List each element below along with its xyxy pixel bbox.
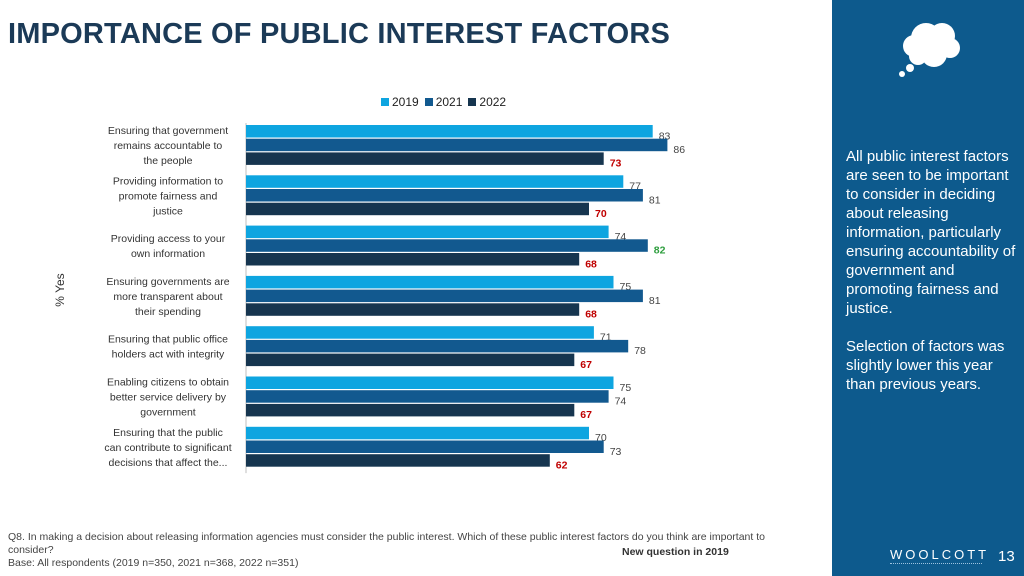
insight-text: All public interest factors are seen to … bbox=[846, 147, 1016, 413]
data-label-2021: 81 bbox=[649, 295, 661, 307]
data-label-2019: 70 bbox=[595, 432, 607, 444]
legend-item-2022: 2022 bbox=[468, 95, 506, 109]
brand-logo: WOOLCOTT bbox=[890, 547, 990, 562]
category-label: Ensuring that public office holders act w… bbox=[108, 334, 228, 361]
side-panel bbox=[832, 0, 1024, 576]
data-label-2021: 74 bbox=[615, 395, 627, 407]
bar-2022 bbox=[246, 353, 575, 367]
bar-2019 bbox=[246, 426, 589, 440]
category-label: Ensuring governments are more transparent… bbox=[106, 276, 229, 318]
brand-tagline-line bbox=[890, 563, 982, 567]
bar-2022 bbox=[246, 253, 580, 266]
category-label: Providing information to promote fairness… bbox=[113, 175, 223, 217]
data-label-2022: 67 bbox=[580, 359, 592, 371]
insight-paragraph-2: Selection of factors was slightly lower … bbox=[846, 338, 1005, 393]
legend-label-2021: 2021 bbox=[435, 95, 463, 109]
bar-2019 bbox=[246, 225, 609, 239]
page-title: IMPORTANCE OF PUBLIC INTEREST FACTORS bbox=[8, 18, 671, 50]
footnote-base: Base: All respondents (2019 n=350, 2021 … bbox=[8, 557, 299, 569]
bar-2021 bbox=[246, 289, 643, 303]
legend-swatch-2021 bbox=[424, 98, 433, 106]
legend-item-2019: 2019 bbox=[381, 95, 419, 109]
data-label-2022: 68 bbox=[585, 258, 597, 270]
insight-paragraph-1: All public interest factors are seen to … bbox=[846, 148, 1016, 317]
category-label: Providing access to your own information bbox=[111, 233, 226, 260]
data-label-2019: 83 bbox=[659, 130, 671, 142]
data-label-2019: 77 bbox=[629, 181, 641, 193]
bar-2022 bbox=[246, 202, 589, 216]
bar-2021 bbox=[246, 390, 609, 403]
bar-2022 bbox=[246, 403, 575, 417]
bar-2021 bbox=[246, 339, 629, 353]
category-label: Ensuring that government remains accounta… bbox=[108, 125, 228, 167]
data-label-2021: 82 bbox=[654, 245, 666, 257]
legend-label-2019: 2019 bbox=[392, 95, 419, 109]
data-label-2022: 70 bbox=[595, 208, 607, 220]
data-label-2021: 86 bbox=[673, 144, 685, 156]
bar-2021 bbox=[246, 138, 668, 152]
category-label: Ensuring that the public can contribute t… bbox=[104, 427, 231, 469]
chart-legend: 2019 2021 2022 bbox=[381, 95, 506, 109]
data-label-2019: 75 bbox=[620, 281, 632, 293]
data-label-2022: 68 bbox=[585, 309, 597, 321]
legend-swatch-2019 bbox=[381, 98, 389, 106]
data-label-2022: 62 bbox=[556, 459, 568, 471]
footnote-question: Q8. In making a decision about releasing… bbox=[8, 531, 765, 556]
thought-cloud-icon bbox=[899, 23, 960, 77]
data-label-2021: 73 bbox=[610, 446, 622, 458]
bar-2021 bbox=[246, 189, 643, 202]
data-label-2019: 75 bbox=[620, 382, 632, 394]
bar-chart: Ensuring that government remains accounta… bbox=[104, 123, 685, 474]
bar-2022 bbox=[246, 303, 580, 316]
legend-item-2021: 2021 bbox=[424, 95, 463, 109]
bar-2019 bbox=[246, 376, 614, 389]
data-label-2022: 67 bbox=[580, 409, 592, 421]
category-label: Enabling citizens to obtain better servic… bbox=[107, 376, 229, 418]
data-label-2021: 81 bbox=[649, 194, 661, 206]
bar-2019 bbox=[246, 275, 614, 289]
bar-2019 bbox=[246, 125, 653, 138]
legend-swatch-2022 bbox=[468, 98, 477, 106]
data-label-2019: 71 bbox=[600, 331, 612, 343]
data-label-2019: 74 bbox=[615, 231, 627, 243]
bar-2022 bbox=[246, 152, 604, 165]
bar-2021 bbox=[246, 239, 648, 252]
bar-2021 bbox=[246, 440, 604, 453]
new-question-note: New question in 2019 bbox=[622, 546, 729, 558]
footnote: Q8. In making a decision about releasing… bbox=[8, 531, 788, 570]
data-label-2022: 73 bbox=[610, 158, 622, 170]
legend-label-2022: 2022 bbox=[479, 95, 507, 109]
data-label-2021: 78 bbox=[634, 345, 646, 357]
page-number: 13 bbox=[998, 548, 1015, 565]
bar-2019 bbox=[246, 326, 594, 339]
bar-2022 bbox=[246, 454, 550, 467]
bar-2019 bbox=[246, 175, 624, 188]
